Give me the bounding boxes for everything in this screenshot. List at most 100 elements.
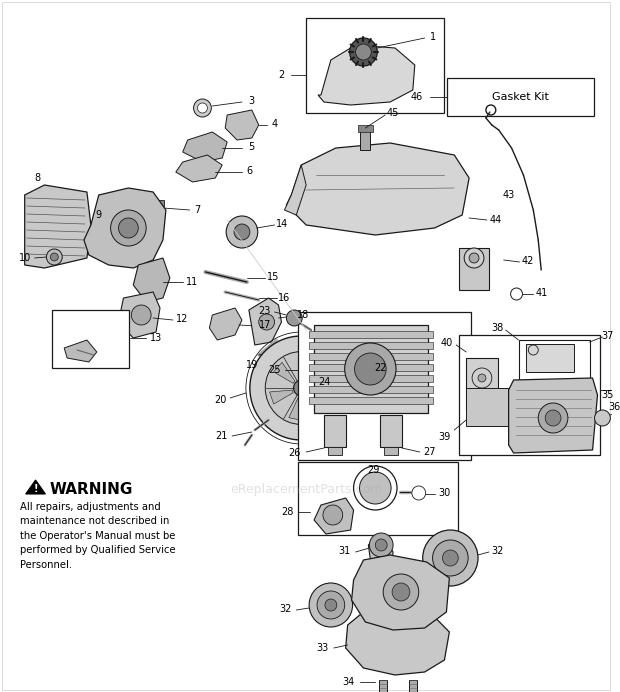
Text: 9: 9 xyxy=(95,210,102,220)
Circle shape xyxy=(323,505,343,525)
Circle shape xyxy=(433,540,468,576)
Text: 32: 32 xyxy=(279,604,291,614)
Text: 15: 15 xyxy=(267,272,280,282)
Circle shape xyxy=(595,410,610,426)
Text: 30: 30 xyxy=(438,488,451,498)
Text: 28: 28 xyxy=(281,507,294,517)
Circle shape xyxy=(355,353,386,385)
Text: 2: 2 xyxy=(278,70,285,80)
Circle shape xyxy=(193,99,211,117)
Polygon shape xyxy=(25,185,91,268)
Polygon shape xyxy=(285,165,306,215)
Text: 14: 14 xyxy=(277,219,288,229)
Bar xyxy=(380,415,402,447)
Circle shape xyxy=(46,249,62,265)
Text: 7: 7 xyxy=(195,205,201,215)
Bar xyxy=(459,248,489,290)
Text: 5: 5 xyxy=(248,142,254,152)
Circle shape xyxy=(309,583,353,627)
Circle shape xyxy=(234,224,250,240)
Circle shape xyxy=(370,533,393,557)
Circle shape xyxy=(355,44,371,60)
Bar xyxy=(298,462,458,535)
Polygon shape xyxy=(249,298,281,345)
Text: 33: 33 xyxy=(316,643,328,653)
Circle shape xyxy=(464,248,484,268)
Text: 19: 19 xyxy=(246,360,258,370)
Bar xyxy=(309,342,433,349)
Circle shape xyxy=(392,583,410,601)
Text: 38: 38 xyxy=(492,323,504,333)
Text: 20: 20 xyxy=(214,395,226,405)
Bar xyxy=(466,388,508,426)
Circle shape xyxy=(360,472,391,504)
Text: 46: 46 xyxy=(410,92,423,102)
Polygon shape xyxy=(352,555,450,630)
Circle shape xyxy=(259,314,275,330)
Polygon shape xyxy=(64,340,97,362)
Text: 10: 10 xyxy=(19,253,31,263)
Text: 11: 11 xyxy=(185,277,198,287)
Bar xyxy=(309,331,433,338)
Text: 6: 6 xyxy=(247,166,253,176)
Polygon shape xyxy=(346,608,450,675)
Circle shape xyxy=(383,574,418,610)
Text: !: ! xyxy=(33,484,38,494)
Circle shape xyxy=(423,530,478,586)
Polygon shape xyxy=(301,356,314,379)
Circle shape xyxy=(293,380,309,396)
Circle shape xyxy=(250,336,353,440)
Polygon shape xyxy=(210,308,242,340)
Text: 4: 4 xyxy=(272,119,278,129)
Polygon shape xyxy=(309,372,333,386)
Text: 23: 23 xyxy=(259,306,271,316)
Text: WARNING: WARNING xyxy=(50,482,133,498)
Text: 27: 27 xyxy=(423,447,436,457)
Bar xyxy=(309,375,433,382)
Bar xyxy=(409,680,417,692)
Polygon shape xyxy=(289,397,301,420)
Text: 24: 24 xyxy=(318,377,330,387)
Polygon shape xyxy=(286,143,469,235)
Circle shape xyxy=(131,305,151,325)
Bar xyxy=(518,340,590,382)
Polygon shape xyxy=(25,480,45,494)
Bar xyxy=(156,200,164,206)
Bar xyxy=(526,344,574,372)
Bar xyxy=(52,310,130,368)
Bar xyxy=(309,364,433,371)
Circle shape xyxy=(350,38,378,66)
Text: 39: 39 xyxy=(438,432,451,442)
Polygon shape xyxy=(176,155,222,182)
Polygon shape xyxy=(118,292,160,338)
Text: 44: 44 xyxy=(490,215,502,225)
Circle shape xyxy=(443,550,458,566)
Bar xyxy=(298,312,471,460)
Circle shape xyxy=(375,539,387,551)
Text: 25: 25 xyxy=(268,365,281,375)
Bar xyxy=(384,447,398,455)
Bar xyxy=(309,353,433,360)
Polygon shape xyxy=(133,258,170,302)
Polygon shape xyxy=(225,110,259,140)
Circle shape xyxy=(545,410,561,426)
Bar xyxy=(358,125,373,132)
Text: 22: 22 xyxy=(374,363,386,373)
Bar xyxy=(448,78,593,116)
Circle shape xyxy=(198,103,208,113)
Text: 26: 26 xyxy=(288,448,301,458)
Text: 41: 41 xyxy=(535,288,547,298)
Polygon shape xyxy=(84,188,166,268)
Bar xyxy=(459,335,601,455)
Bar xyxy=(314,325,428,413)
Text: 12: 12 xyxy=(175,314,188,324)
Circle shape xyxy=(469,253,479,263)
Bar xyxy=(379,680,387,692)
Polygon shape xyxy=(314,498,353,534)
Polygon shape xyxy=(368,538,393,590)
Bar xyxy=(324,415,346,447)
Bar xyxy=(360,128,370,150)
Text: 37: 37 xyxy=(601,331,614,341)
Circle shape xyxy=(538,403,568,433)
Text: 42: 42 xyxy=(521,256,534,266)
